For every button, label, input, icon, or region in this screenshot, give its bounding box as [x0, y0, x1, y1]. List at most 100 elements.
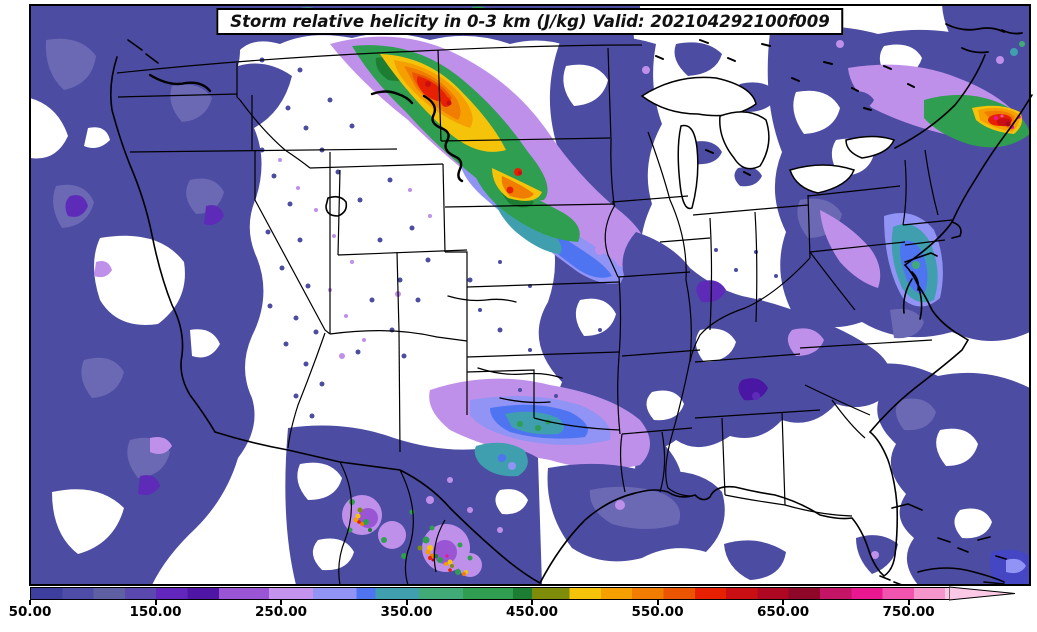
colorbar-tick-mark	[405, 600, 408, 605]
srh-west-holes	[30, 98, 220, 554]
border-ky-tn	[694, 353, 801, 363]
srh-midwest-holes	[563, 64, 616, 336]
colorbar-tick-label: 450.00	[505, 604, 559, 620]
rivers-ontario-lakes	[655, 39, 915, 176]
helicity-field	[30, 5, 1030, 585]
colorbar-tick-mark	[907, 600, 910, 605]
border-sd-ne	[444, 203, 616, 208]
island-cuba	[917, 567, 1005, 585]
coast-long-island	[904, 252, 938, 263]
border-mexican-state-2	[399, 469, 414, 586]
coast-vancouver-island	[127, 39, 159, 64]
lake-erie	[789, 164, 855, 194]
colorbar-tick-mark	[280, 600, 283, 605]
border-vt-nh	[902, 159, 907, 226]
colorbar	[30, 587, 950, 600]
border-ga-sc	[831, 399, 866, 439]
border-id-mt	[239, 99, 311, 169]
srh-band-ozark	[429, 378, 650, 469]
border-mexico-riogrande	[214, 431, 541, 584]
colorbar-tick-label: 150.00	[129, 604, 182, 620]
border-mo-ar	[621, 349, 701, 357]
border-az-nm	[398, 330, 401, 453]
border-va-wv	[809, 251, 856, 311]
lake-huron	[719, 111, 770, 170]
colorbar-tick-mark	[531, 600, 534, 605]
coast-delaware-bay	[911, 271, 920, 291]
srh-region-midsouth	[617, 232, 892, 451]
border-ohio-river	[689, 257, 811, 363]
border-mo-ks-ok-ar	[617, 276, 622, 435]
colorbar-tick-mark	[656, 600, 659, 605]
colorbar-tick-mark	[29, 600, 31, 605]
great-salt-lake	[325, 195, 348, 217]
colorbar-tick-label: 350.00	[380, 604, 433, 620]
border-nc-sc	[804, 384, 871, 416]
border-wy-east	[442, 163, 446, 253]
lake-ontario	[845, 135, 896, 159]
border-ut-co	[396, 251, 400, 332]
border-mississippi-river	[647, 131, 693, 497]
border-canada	[116, 44, 643, 74]
river-missouri-west	[370, 90, 414, 105]
border-la-ms	[659, 431, 666, 493]
border-la-tx	[619, 433, 626, 493]
border-ca-az	[287, 332, 326, 449]
border-ct-ma	[904, 239, 946, 246]
rivers	[148, 23, 1023, 404]
border-mexican-state-3	[433, 519, 446, 573]
colorbar-tick-mark	[154, 600, 157, 605]
colorbar-tick-label: 550.00	[631, 604, 684, 620]
srh-texas-cells	[342, 442, 528, 577]
srh-region-texas-mexico	[285, 425, 542, 585]
river-columbia	[148, 73, 212, 93]
border-mexican-state-1	[338, 461, 352, 586]
rivers-maritimes	[945, 23, 1023, 54]
srh-speckle-lavender	[278, 158, 432, 359]
border-il-in	[709, 217, 713, 331]
border-in-oh	[754, 211, 758, 323]
srh-midsouth-holes	[646, 328, 736, 421]
river-missouri-upper	[422, 94, 464, 183]
border-pa-md	[809, 241, 906, 253]
srh-west-lavender-bits	[94, 261, 172, 454]
colorbar-tick-label: 750.00	[882, 604, 935, 620]
coast-st-lawrence	[894, 54, 986, 149]
border-ca-nv	[254, 150, 331, 335]
border-mt-nd-sd	[437, 49, 442, 142]
border-ms-al	[721, 417, 726, 496]
coast-gulf	[539, 431, 899, 584]
border-oh-pa	[807, 194, 811, 259]
srh-region-maritimes	[942, 5, 1030, 68]
border-ny-pa	[807, 185, 901, 197]
coast-pacific	[110, 56, 216, 433]
coast-atlantic	[869, 94, 1033, 433]
river-arkansas	[499, 397, 551, 404]
border-ma-north	[902, 219, 953, 226]
colorbar-tick-label: 50.00	[8, 604, 52, 620]
border-fl-al	[724, 494, 786, 506]
colorbar-extend-arrow	[949, 586, 1016, 601]
border-sd-mn	[610, 139, 615, 206]
border-ne-ks	[466, 281, 620, 288]
srh-texas-holes	[297, 462, 528, 571]
srh-northeast-detail	[797, 64, 1030, 339]
srh-atlantic-holes	[936, 428, 992, 539]
map-frame	[29, 4, 1031, 586]
border-wa-or	[117, 93, 238, 98]
border-wa-id	[236, 63, 241, 101]
border-ar-la	[621, 427, 693, 435]
border-nh-me	[924, 149, 939, 216]
border-ne-ia-missouri-river	[604, 204, 619, 278]
srh-band-plains	[330, 36, 650, 284]
lake-superior	[640, 76, 757, 117]
border-mt-wy	[309, 163, 444, 169]
border-ga-fl	[784, 504, 853, 517]
map-title-box: Storm relative helicity in 0-3 km (J/kg)…	[216, 8, 844, 35]
border-or-ca-nv-ut	[129, 148, 398, 153]
coast-cape-cod	[951, 221, 962, 239]
border-fourcorners-lat	[329, 330, 468, 342]
border-ne-co	[445, 251, 468, 341]
